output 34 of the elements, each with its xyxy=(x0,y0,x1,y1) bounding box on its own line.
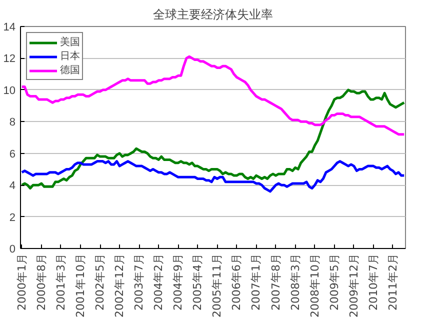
x-tick-label: 2004年2月 xyxy=(152,253,166,310)
x-tick-label: 2000年1月 xyxy=(15,253,28,310)
y-tick-label: 14 xyxy=(3,22,16,34)
x-tick-label: 2010年7月 xyxy=(366,253,380,310)
x-tick-label: 2006年6月 xyxy=(230,253,244,310)
line-series xyxy=(20,160,406,193)
legend-label: 美国 xyxy=(60,36,80,49)
x-tick-label: 2004年9月 xyxy=(172,253,185,310)
x-tick-label: 2003年7月 xyxy=(132,253,146,310)
y-tick-label: 6 xyxy=(9,148,16,160)
x-tick-label: 2005年11月 xyxy=(210,253,224,318)
legend-label: 日本 xyxy=(60,50,80,63)
line-series xyxy=(20,88,406,190)
x-tick-label: 2007年8月 xyxy=(269,253,282,310)
y-tick-label: 4 xyxy=(9,180,16,192)
x-tick-label: 2002年5月 xyxy=(94,253,107,310)
x-tick-label: 2008年10月 xyxy=(308,253,322,318)
x-tick-label: 2007年1月 xyxy=(250,253,263,310)
x-tick-label: 2009年5月 xyxy=(328,253,341,310)
y-tick-label: 12 xyxy=(3,53,16,66)
y-tick-label: 8 xyxy=(9,116,16,129)
x-tick-label: 2001年3月 xyxy=(54,253,68,310)
x-tick-label: 2002年12月 xyxy=(113,253,126,318)
legend-label: 德国 xyxy=(60,64,80,77)
x-tick-label: 2001年10月 xyxy=(74,253,87,318)
chart-title: 全球主要经济体失业率 xyxy=(153,8,273,22)
x-tick-label: 2011年2月 xyxy=(386,253,400,310)
x-tick-label: 2000年8月 xyxy=(34,253,48,310)
y-tick-label: 2 xyxy=(9,212,16,224)
y-tick-label: 10 xyxy=(3,84,16,97)
x-tick-label: 2009年12月 xyxy=(347,253,360,318)
x-tick-label: 2005年4月 xyxy=(191,253,204,310)
x-tick-label: 2008年3月 xyxy=(288,253,302,310)
y-tick-label: 0 xyxy=(9,244,16,256)
